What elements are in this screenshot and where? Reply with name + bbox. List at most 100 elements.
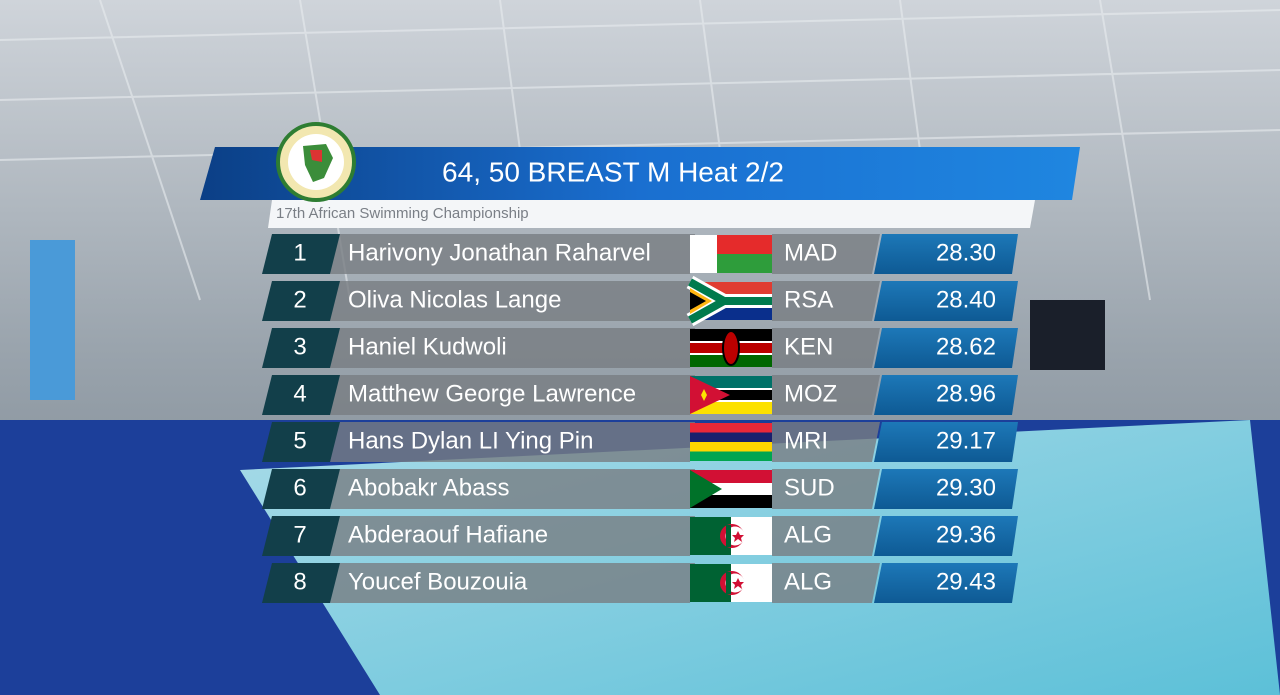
flag — [690, 423, 772, 461]
flag — [690, 470, 772, 508]
flag-part — [690, 495, 772, 508]
flag-part — [690, 376, 772, 388]
rank-box — [262, 516, 340, 556]
flag-part — [690, 442, 772, 452]
country-bar — [772, 516, 880, 556]
swimmer-name: Matthew George Lawrence — [348, 380, 636, 407]
rank: 2 — [293, 286, 306, 313]
event-title: 64, 50 BREAST M Heat 2/2 — [442, 156, 784, 187]
rank-box — [262, 422, 340, 462]
name-bar — [330, 516, 695, 556]
results-list: 1 Harivony Jonathan Raharvel MAD 28.30 2 Oliv… — [262, 234, 1018, 603]
time-box — [874, 422, 1018, 462]
result-row: 3 Haniel Kudwoli KEN 28.62 — [262, 328, 1018, 368]
name-bar — [330, 281, 695, 321]
rank-box — [262, 563, 340, 603]
country-bar — [772, 328, 880, 368]
time-box — [874, 281, 1018, 321]
result-row: 2 Oliva Nicolas Lange RSA 28.40 — [262, 275, 1018, 327]
country-code: RSA — [784, 286, 833, 313]
flag-part — [690, 423, 772, 433]
flag — [690, 517, 772, 555]
result-row: 5 Hans Dylan LI Ying Pin MRI 29.17 — [262, 422, 1018, 462]
flag — [690, 329, 772, 367]
swimmer-name: Oliva Nicolas Lange — [348, 286, 561, 313]
country-bar — [772, 234, 880, 274]
time: 29.17 — [936, 427, 996, 454]
country-code: ALG — [784, 521, 832, 548]
time-box — [874, 234, 1018, 274]
flag-part — [690, 451, 772, 461]
time-box — [874, 516, 1018, 556]
flag-part — [726, 525, 731, 547]
flag — [690, 564, 772, 602]
flag-part — [701, 389, 707, 401]
time-box — [874, 469, 1018, 509]
rank: 5 — [293, 427, 306, 454]
rank-box — [262, 328, 340, 368]
header-bar — [200, 147, 1080, 200]
rank: 1 — [293, 239, 306, 266]
rank: 7 — [293, 521, 306, 548]
time: 29.43 — [936, 568, 996, 595]
flag-part — [690, 390, 772, 400]
time: 28.96 — [936, 380, 996, 407]
time-box — [874, 328, 1018, 368]
country-code: MAD — [784, 239, 837, 266]
rank: 6 — [293, 474, 306, 501]
time: 29.30 — [936, 474, 996, 501]
country-code: KEN — [784, 333, 833, 360]
flag-part — [717, 254, 772, 273]
result-row: 1 Harivony Jonathan Raharvel MAD 28.30 — [262, 234, 1018, 274]
flag-part — [732, 578, 744, 589]
time: 28.40 — [936, 286, 996, 313]
name-bar — [330, 422, 695, 462]
country-bar — [772, 281, 880, 321]
result-row: 8 Youcef Bouzouia ALG 29.43 — [262, 563, 1018, 603]
result-row: 4 Matthew George Lawrence MOZ 28.96 — [262, 375, 1018, 415]
logo — [276, 122, 356, 202]
flag-part — [732, 531, 744, 542]
flag-part — [690, 470, 722, 508]
flag-part — [722, 330, 740, 366]
swimmer-name: Abobakr Abass — [348, 474, 509, 501]
swimmer-name: Harivony Jonathan Raharvel — [348, 239, 651, 266]
flag-part — [690, 402, 772, 414]
swimmer-name: Abderaouf Hafiane — [348, 521, 548, 548]
country-code: MOZ — [784, 380, 837, 407]
flag-part — [690, 376, 730, 414]
result-row: 6 Abobakr Abass SUD 29.30 — [262, 469, 1018, 509]
rank-box — [262, 375, 340, 415]
name-bar — [330, 234, 695, 274]
flag-part — [690, 470, 772, 483]
time-box — [874, 375, 1018, 415]
country-code: MRI — [784, 427, 828, 454]
country-bar — [772, 422, 880, 462]
country-bar — [772, 563, 880, 603]
name-bar — [330, 563, 695, 603]
flag-part — [688, 278, 772, 324]
country-bar — [772, 469, 880, 509]
time: 28.30 — [936, 239, 996, 266]
name-bar — [330, 469, 695, 509]
subtitle-bar — [268, 200, 1035, 228]
swimmer-name: Youcef Bouzouia — [348, 568, 528, 595]
rank: 3 — [293, 333, 306, 360]
flag-part — [717, 235, 772, 254]
flag — [686, 275, 772, 327]
country-code: SUD — [784, 474, 835, 501]
scoreboard — [1030, 300, 1105, 370]
flag — [690, 376, 772, 414]
swimmer-name: Hans Dylan LI Ying Pin — [348, 427, 593, 454]
flag-part — [690, 432, 772, 442]
rank-box — [262, 469, 340, 509]
time: 29.36 — [936, 521, 996, 548]
rank: 8 — [293, 568, 306, 595]
flag-part — [726, 572, 731, 594]
time-box — [874, 563, 1018, 603]
time: 28.62 — [936, 333, 996, 360]
rank-box — [262, 281, 340, 321]
country-code: ALG — [784, 568, 832, 595]
rank-box — [262, 234, 340, 274]
